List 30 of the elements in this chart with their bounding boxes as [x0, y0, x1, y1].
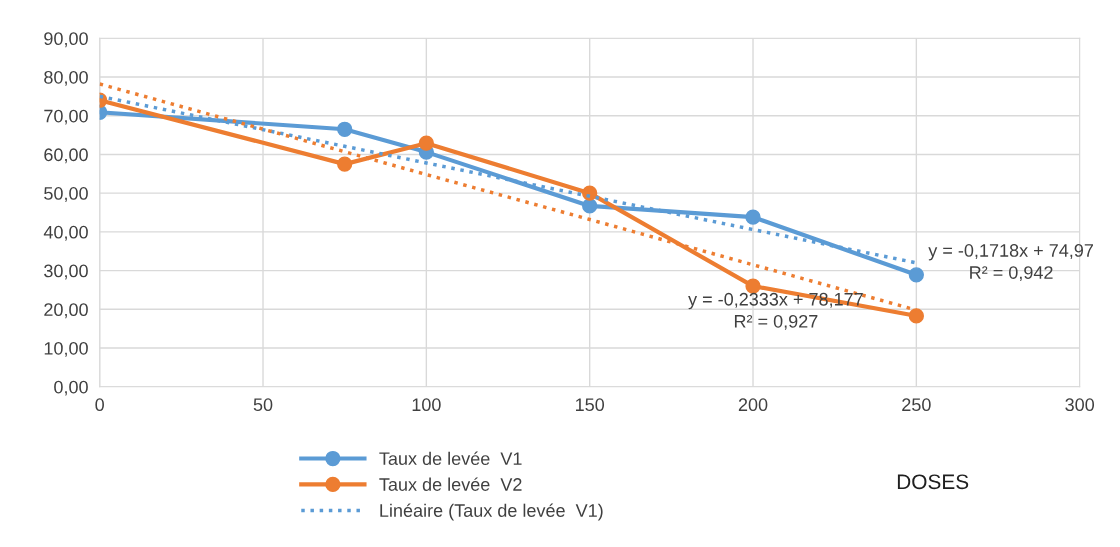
- y-tick-label: 20,00: [44, 303, 88, 319]
- legend-label: Taux de levée V2: [379, 477, 522, 491]
- annotation: y = -0,1718x + 74,97 R² = 0,942: [928, 244, 1093, 282]
- y-tick-label: 0,00: [54, 380, 88, 396]
- y-tick-label: 30,00: [44, 264, 88, 280]
- point: [337, 121, 353, 137]
- point: [745, 209, 761, 225]
- y-tick-label: 50,00: [44, 187, 88, 202]
- x-tick-label: 250: [902, 398, 931, 412]
- x-tick-label: 150: [576, 398, 605, 412]
- y-tick-label: 60,00: [44, 148, 88, 164]
- y-tick-label: 80,00: [44, 70, 88, 86]
- x-tick-label: 200: [738, 398, 768, 412]
- y-tick-label: 90,00: [44, 32, 88, 48]
- point: [337, 156, 353, 172]
- y-tick-label: 10,00: [44, 341, 88, 357]
- x-tick-label: 100: [412, 398, 441, 412]
- x-tick-label: 300: [1065, 398, 1095, 412]
- x-tick-label: 0: [95, 398, 104, 412]
- point: [418, 135, 434, 151]
- x-tick-label: 50: [253, 398, 273, 412]
- y-tick-label: 70,00: [44, 109, 88, 125]
- legend-label: Linéaire (Taux de levée V1): [380, 503, 603, 521]
- point: [908, 308, 924, 324]
- point: [908, 267, 924, 283]
- point: [582, 198, 598, 214]
- point: [582, 185, 598, 201]
- legend-label: Taux de levée V1: [379, 451, 522, 466]
- x-axis-title: DOSES: [897, 474, 969, 490]
- y-tick-label: 40,00: [43, 225, 88, 241]
